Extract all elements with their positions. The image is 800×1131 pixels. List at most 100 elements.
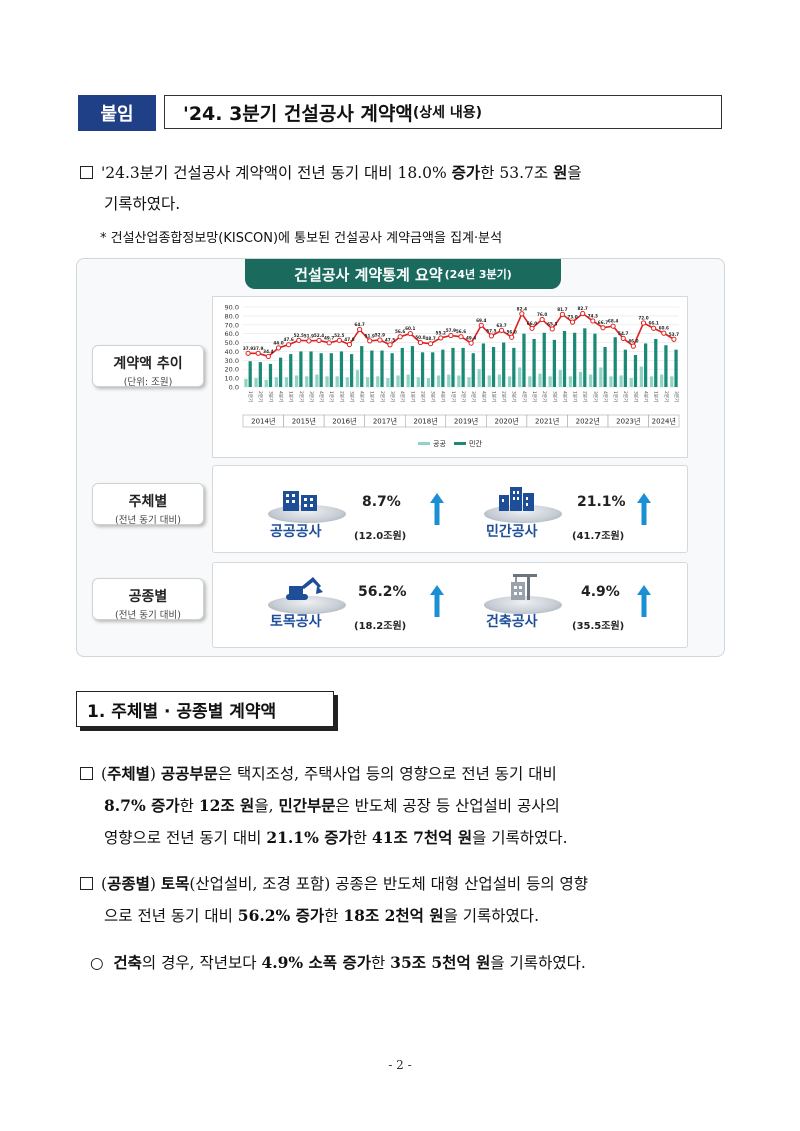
- total-point: [549, 326, 555, 332]
- public-bar: [497, 374, 502, 387]
- private-bar: [593, 333, 597, 387]
- public-bar: [578, 371, 583, 387]
- y-tick-label: 10.0: [225, 375, 239, 383]
- up-arrow-icon: [430, 585, 444, 617]
- public-bar: [376, 376, 380, 387]
- private-bar: [299, 351, 303, 387]
- public-bar: [416, 377, 420, 387]
- quarter-tick-label: 3분기: [470, 391, 477, 402]
- data-label: 60.6: [659, 326, 669, 331]
- private-bar: [400, 347, 404, 387]
- public-bar: [507, 376, 512, 387]
- public-bar: [325, 376, 329, 387]
- quarter-tick-label: 1분기: [328, 391, 335, 402]
- quarter-tick-label: 1분기: [247, 391, 254, 402]
- quarter-tick-label: 4분기: [480, 391, 487, 402]
- private-bar: [339, 351, 344, 387]
- up-arrow-icon: [637, 585, 651, 617]
- data-label: 51.9: [365, 333, 375, 338]
- quarter-tick-label: 2분기: [622, 391, 629, 402]
- quarter-tick-label: 2분기: [460, 391, 467, 402]
- public-bar: [477, 369, 481, 387]
- y-tick-label: 70.0: [225, 321, 239, 329]
- data-label: 37.9: [243, 346, 253, 351]
- private-bar: [623, 349, 627, 387]
- type-building-name: 건축공사: [486, 614, 538, 630]
- private-bar: [329, 353, 333, 387]
- total-point: [367, 338, 373, 344]
- public-bar: [487, 375, 491, 387]
- private-bar: [248, 361, 252, 387]
- private-bar: [349, 354, 354, 387]
- private-bar: [451, 347, 455, 387]
- quarter-tick-label: 3분기: [511, 391, 518, 402]
- private-bar: [431, 352, 435, 387]
- private-bar: [644, 343, 648, 387]
- total-point: [346, 341, 353, 348]
- year-label: 2024년: [652, 417, 676, 426]
- data-label: 34.4: [263, 349, 273, 354]
- type-paragraph: (공종별) 토목(산업설비, 조경 포함) 공종은 반도체 대형 산업설비 등의…: [80, 868, 730, 932]
- total-point: [357, 326, 363, 333]
- private-bar: [278, 357, 283, 387]
- data-label: 57.5: [486, 328, 496, 333]
- public-bar: [274, 377, 278, 387]
- page-number: - 2 -: [388, 1058, 412, 1072]
- total-point: [661, 330, 667, 336]
- quarter-tick-label: 2분기: [257, 391, 264, 402]
- data-label: 82.4: [517, 306, 527, 311]
- total-point: [600, 325, 606, 331]
- public-bar: [660, 374, 664, 387]
- private-bar: [390, 353, 394, 387]
- public-bar: [335, 376, 339, 387]
- y-tick-label: 50.0: [225, 339, 239, 347]
- legend-label-public: 공공: [433, 440, 446, 448]
- total-point: [245, 350, 251, 356]
- data-label: 44.0: [273, 340, 283, 345]
- quarter-tick-label: 2분기: [541, 391, 548, 402]
- total-point: [387, 342, 393, 348]
- type-civil-pct: 56.2%: [358, 584, 407, 600]
- private-bar: [268, 363, 273, 387]
- private-bar: [481, 343, 486, 387]
- public-bar: [426, 378, 431, 387]
- quarter-tick-label: 3분기: [389, 391, 396, 402]
- quarter-tick-label: 1분기: [612, 391, 619, 402]
- data-label: 49.7: [324, 335, 334, 340]
- year-box: [648, 414, 680, 428]
- entity-public-amount: (12.0조원): [354, 531, 407, 542]
- page-title-main: '24. 3분기 건설공사 계약액: [183, 102, 413, 125]
- total-point: [640, 320, 647, 326]
- y-tick-label: 90.0: [225, 304, 239, 312]
- y-tick-label: 80.0: [225, 312, 239, 320]
- public-bar: [447, 374, 451, 387]
- total-point: [610, 323, 616, 329]
- attachment-tag: 붙임: [78, 95, 156, 131]
- square-bullet-icon: [80, 166, 93, 179]
- private-bar: [309, 351, 313, 387]
- private-bar: [562, 331, 567, 387]
- private-bar: [420, 352, 425, 387]
- private-bar: [370, 350, 374, 387]
- total-point: [316, 337, 322, 344]
- private-bar: [613, 337, 617, 387]
- data-label: 47.6: [283, 337, 293, 342]
- quarter-tick-label: 1분기: [450, 391, 457, 402]
- data-label: 47.8: [344, 337, 354, 342]
- private-bar: [674, 349, 678, 387]
- total-point: [306, 338, 312, 344]
- entity-public-name: 공공공사: [270, 524, 322, 540]
- data-label: 47.5: [385, 337, 395, 342]
- public-bar: [538, 373, 542, 387]
- data-label: 60.1: [405, 326, 415, 331]
- quarter-tick-label: 2분기: [501, 391, 508, 402]
- data-label: 51.9: [304, 333, 314, 338]
- entity-private-name: 민간공사: [486, 524, 538, 540]
- data-label: 56.6: [456, 329, 466, 334]
- circle-bullet-icon: ○: [90, 954, 104, 972]
- private-bar: [441, 349, 445, 387]
- public-bar: [264, 379, 268, 387]
- excavator-icon: [286, 577, 323, 600]
- public-bar: [315, 374, 319, 387]
- public-bar: [396, 375, 400, 387]
